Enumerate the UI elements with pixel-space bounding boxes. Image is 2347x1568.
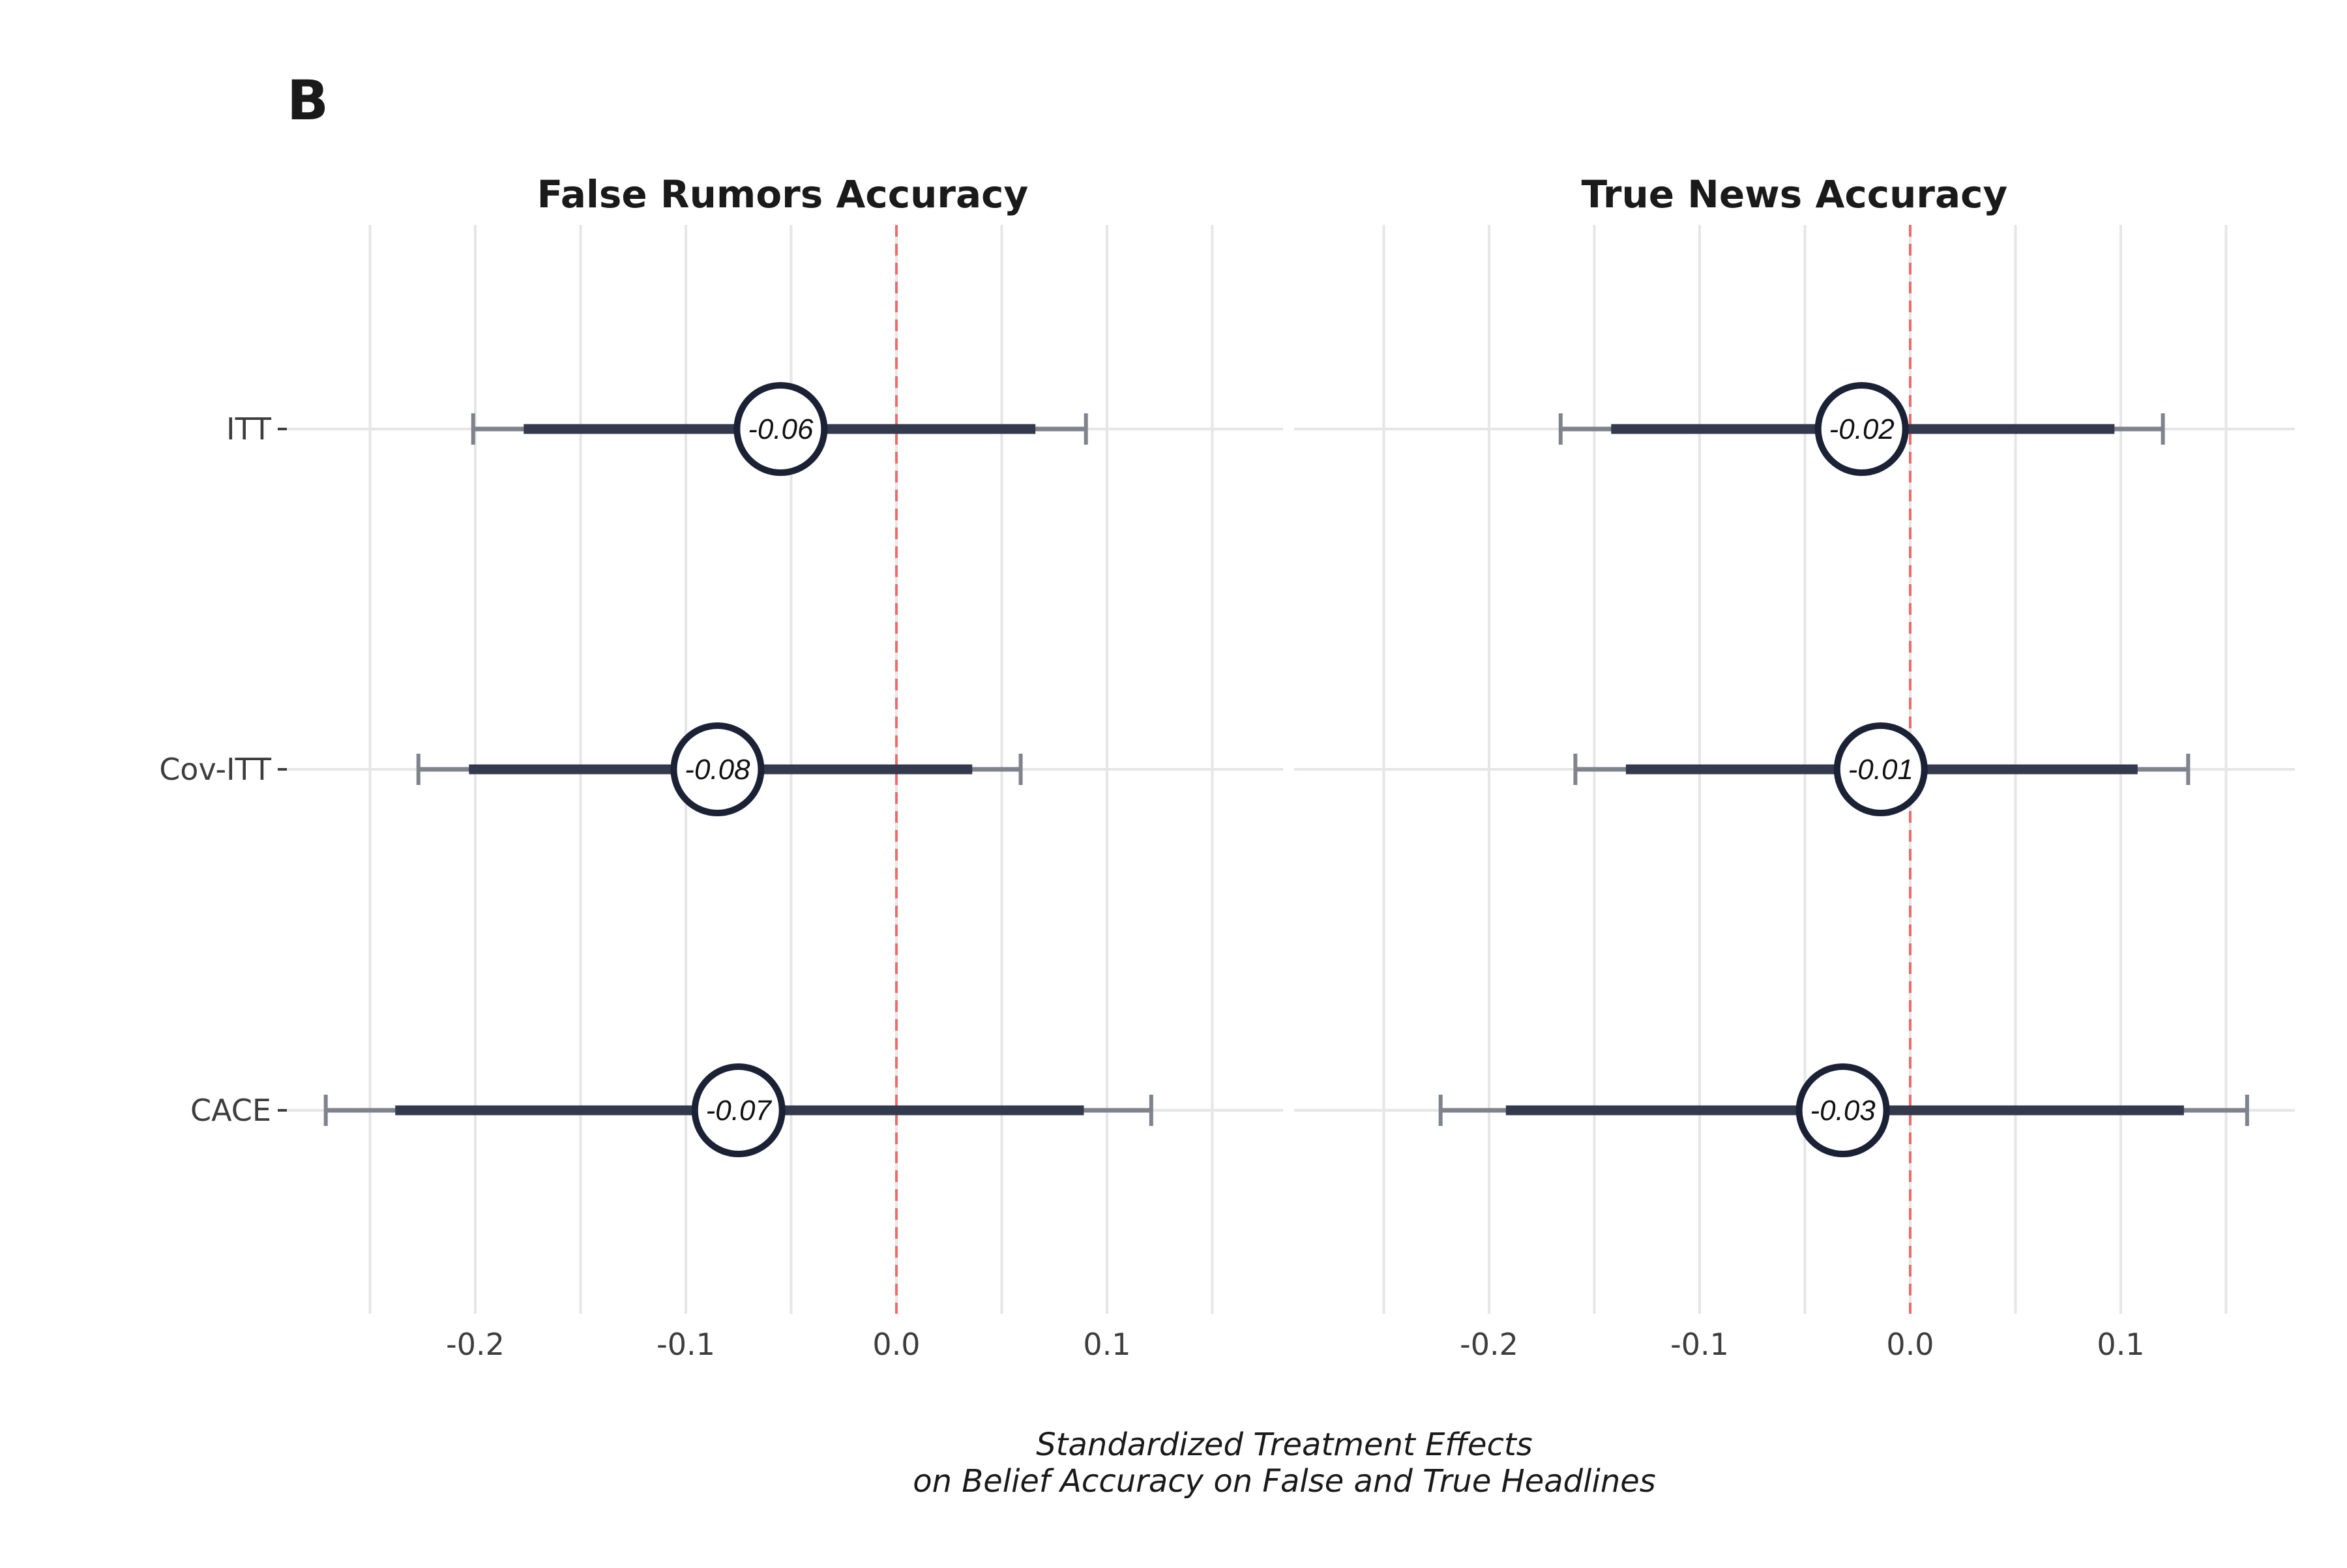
panel-1-estimate-label: -0.07 xyxy=(706,1095,773,1127)
panel-2-x-tick-label: -0.1 xyxy=(1670,1327,1729,1362)
panel-1-x-tick-label: 0.1 xyxy=(1083,1327,1130,1362)
panel-2-point-estimate xyxy=(1795,1063,1890,1157)
panel-1-point-estimate xyxy=(733,382,828,476)
panel-1-point-estimate xyxy=(691,1063,786,1157)
panel-1-point-estimate xyxy=(670,722,765,816)
y-category-label: ITT xyxy=(226,411,272,447)
panel-2-x-tick-label: 0.0 xyxy=(1886,1327,1934,1362)
marks-layer: -0.06 -0.08 -0.07 -0.02 -0.01 -0.03 xyxy=(323,382,2249,1157)
panel-2-title: True News Accuracy xyxy=(1582,172,2008,216)
panel-1-x-tick-label: 0.0 xyxy=(872,1327,920,1362)
axis-labels-layer: False Rumors Accuracy -0.2 -0.1 0.0 0.1 ITT Co… xyxy=(159,172,2144,1362)
panel-2-x-tick-label: -0.2 xyxy=(1460,1327,1518,1362)
x-axis-label-line-1: Standardized Treatment Effects xyxy=(1036,1427,1533,1463)
panel-1-x-tick-label: -0.1 xyxy=(657,1327,715,1362)
reference-line-layer xyxy=(895,225,1912,1314)
y-category-label: Cov-ITT xyxy=(159,752,272,787)
panel-label: B xyxy=(287,68,329,132)
panel-1-x-tick-label: -0.2 xyxy=(446,1327,505,1362)
panel-1-estimate-label: -0.06 xyxy=(748,413,814,445)
y-category-label: CACE xyxy=(190,1093,271,1128)
panel-2-estimate-label: -0.01 xyxy=(1848,754,1913,786)
panel-2-estimate-label: -0.03 xyxy=(1810,1095,1876,1127)
panel-2-point-estimate xyxy=(1833,722,1928,816)
x-axis-label-line-2: on Belief Accuracy on False and True Hea… xyxy=(913,1463,1656,1500)
panel-1-title: False Rumors Accuracy xyxy=(537,172,1029,216)
panel-2-point-estimate xyxy=(1814,382,1909,476)
panel-2-x-tick-label: 0.1 xyxy=(2097,1327,2144,1362)
panel-2-estimate-label: -0.02 xyxy=(1829,413,1895,445)
panel-1-estimate-label: -0.08 xyxy=(685,754,750,786)
